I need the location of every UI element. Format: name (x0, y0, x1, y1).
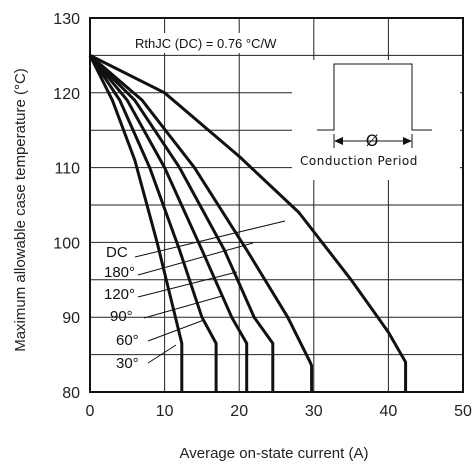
inset-background (292, 60, 460, 180)
inset-pulse (317, 63, 432, 131)
curve-60 (88, 54, 218, 392)
conduction-period-label: Conduction Period (300, 154, 418, 168)
leader-line-90 (143, 295, 223, 319)
label-180: 180° (104, 264, 135, 281)
x-tick-label: 0 (86, 403, 95, 420)
leader-line-60 (147, 319, 205, 342)
curve-dc (89, 54, 408, 392)
y-axis-title: Maximum allowable case temperature (°C) (12, 68, 29, 352)
phi-symbol: Ø (366, 131, 379, 150)
curve-30 (88, 54, 184, 392)
label-60: 60° (116, 332, 139, 349)
y-tick-label: 90 (62, 310, 80, 327)
leader-line-180 (137, 242, 254, 276)
x-tick-label: 20 (230, 403, 248, 420)
curve-90 (88, 54, 249, 392)
y-tick-label: 120 (53, 86, 80, 103)
leader-line-dc (134, 220, 286, 258)
plot-frame (89, 17, 464, 393)
y-tick-label: 80 (62, 385, 80, 402)
leader-line-120 (137, 271, 238, 298)
y-tick-label: 110 (54, 161, 80, 178)
x-tick-label: 50 (454, 403, 472, 420)
curve-120 (88, 54, 275, 392)
leader-line-30 (147, 344, 177, 364)
tick-labels: 0 10 20 30 40 50 80 90 100 110 120 130 (53, 11, 472, 420)
label-90: 90° (110, 308, 133, 325)
thermal-resistance-annotation: RthJC (DC) = 0.76 °C/W (135, 36, 277, 51)
inset-arrow-right (403, 137, 412, 145)
label-120: 120° (104, 286, 135, 303)
curve-labels: 30° 60° 90° 120° 180° DC (104, 220, 286, 372)
inset-arrow-left (334, 137, 343, 145)
y-tick-label: 130 (53, 11, 80, 28)
x-axis-title: Average on-state current (A) (180, 445, 369, 462)
label-dc: DC (106, 244, 128, 261)
y-tick-label: 100 (53, 235, 80, 252)
conduction-period-inset: Ø Conduction Period (292, 60, 460, 180)
x-tick-label: 10 (156, 403, 174, 420)
x-tick-label: 40 (380, 403, 398, 420)
series-layer (88, 54, 408, 392)
annotation-background (128, 33, 290, 53)
curve-180 (89, 54, 314, 392)
x-tick-label: 30 (305, 403, 323, 420)
label-30: 30° (116, 355, 139, 372)
